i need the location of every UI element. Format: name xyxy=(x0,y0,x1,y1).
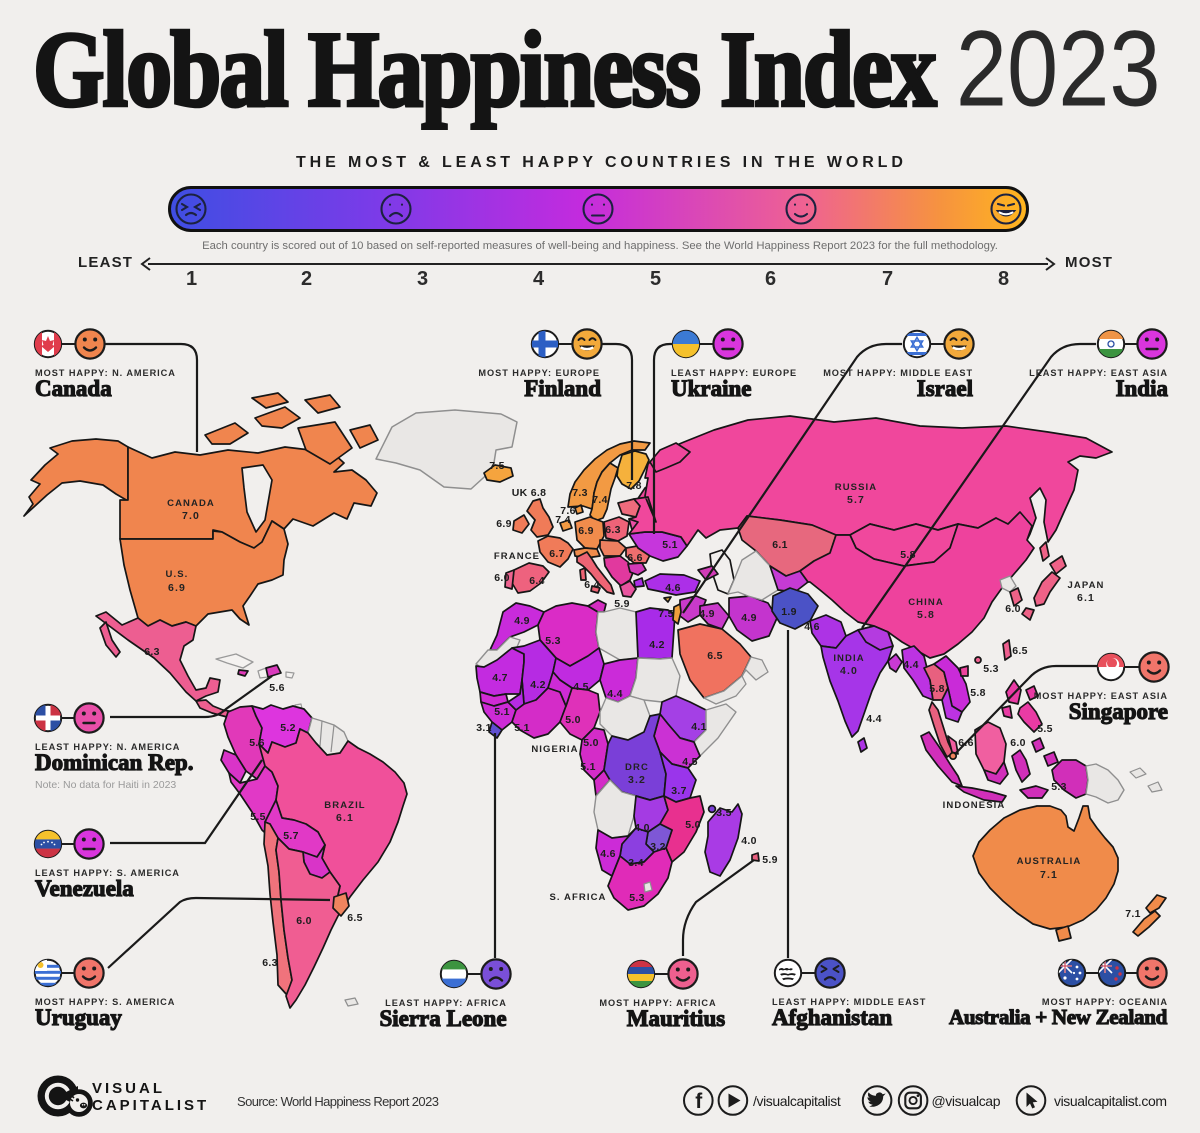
svg-text:6.1: 6.1 xyxy=(772,539,788,551)
svg-text:6.6: 6.6 xyxy=(958,737,974,749)
svg-text:4.9: 4.9 xyxy=(699,608,715,620)
svg-text:5.6: 5.6 xyxy=(269,682,285,694)
svg-text:3.2: 3.2 xyxy=(628,774,646,786)
svg-text:6.4: 6.4 xyxy=(529,575,545,587)
svg-text:5.7: 5.7 xyxy=(847,494,865,506)
svg-text:3.4: 3.4 xyxy=(628,857,644,869)
svg-text:5.5: 5.5 xyxy=(1037,723,1053,735)
svg-text:4.4: 4.4 xyxy=(866,713,882,725)
svg-text:FRANCE: FRANCE xyxy=(494,551,540,562)
svg-text:@visualcap: @visualcap xyxy=(932,1093,1001,1109)
svg-text:5.0: 5.0 xyxy=(583,737,599,749)
svg-text:6.5: 6.5 xyxy=(347,912,363,924)
svg-text:5.9: 5.9 xyxy=(762,854,778,866)
svg-text:4.4: 4.4 xyxy=(607,688,623,700)
svg-text:7.8: 7.8 xyxy=(626,480,642,492)
svg-text:UK 6.8: UK 6.8 xyxy=(512,487,546,499)
svg-text:6.9: 6.9 xyxy=(168,582,186,594)
svg-text:JAPAN: JAPAN xyxy=(1068,580,1105,591)
svg-text:5.1: 5.1 xyxy=(494,706,510,718)
svg-text:4.0: 4.0 xyxy=(741,835,757,847)
svg-text:5.8: 5.8 xyxy=(900,549,916,561)
svg-text:5.1: 5.1 xyxy=(514,722,530,734)
svg-text:6.5: 6.5 xyxy=(1012,645,1028,657)
svg-text:7.4: 7.4 xyxy=(555,514,571,526)
svg-text:5.3: 5.3 xyxy=(545,635,561,647)
svg-text:4.9: 4.9 xyxy=(741,612,757,624)
svg-text:/visualcapitalist: /visualcapitalist xyxy=(753,1093,841,1109)
svg-text:3.1: 3.1 xyxy=(476,722,492,734)
svg-text:INDIA: INDIA xyxy=(833,653,864,664)
svg-text:AUSTRALIA: AUSTRALIA xyxy=(1017,856,1082,867)
svg-text:5.3: 5.3 xyxy=(983,663,999,675)
svg-text:6.9: 6.9 xyxy=(578,525,594,537)
svg-text:5.3: 5.3 xyxy=(1051,781,1067,793)
svg-text:4.1: 4.1 xyxy=(691,721,707,733)
svg-text:7.3: 7.3 xyxy=(572,487,588,499)
svg-text:6.6: 6.6 xyxy=(627,552,643,564)
svg-text:5.9: 5.9 xyxy=(614,598,630,610)
svg-text:5.2: 5.2 xyxy=(280,722,296,734)
svg-text:4.9: 4.9 xyxy=(514,615,530,627)
svg-text:6.0: 6.0 xyxy=(1005,603,1021,615)
svg-text:6.1: 6.1 xyxy=(336,812,354,824)
svg-text:S. AFRICA: S. AFRICA xyxy=(549,892,606,903)
svg-text:RUSSIA: RUSSIA xyxy=(835,482,878,493)
svg-text:INDONESIA: INDONESIA xyxy=(943,800,1006,811)
svg-text:3.2: 3.2 xyxy=(650,841,666,853)
svg-text:6.3: 6.3 xyxy=(144,646,160,658)
svg-text:4.2: 4.2 xyxy=(530,679,546,691)
svg-text:U.S.: U.S. xyxy=(166,569,189,580)
svg-text:BRAZIL: BRAZIL xyxy=(324,800,365,811)
svg-text:6.0: 6.0 xyxy=(296,915,312,927)
svg-text:5.1: 5.1 xyxy=(580,761,596,773)
svg-text:f: f xyxy=(695,1090,703,1113)
svg-text:5.1: 5.1 xyxy=(662,539,678,551)
svg-text:6.0: 6.0 xyxy=(494,572,510,584)
svg-text:NIGERIA: NIGERIA xyxy=(531,744,578,755)
svg-text:4.5: 4.5 xyxy=(682,756,698,768)
svg-text:7.6: 7.6 xyxy=(560,505,576,517)
svg-text:CHINA: CHINA xyxy=(908,597,944,608)
svg-text:4.0: 4.0 xyxy=(840,665,858,677)
svg-text:5.0: 5.0 xyxy=(685,819,701,831)
svg-text:6.1: 6.1 xyxy=(1077,592,1095,604)
svg-text:4.6: 4.6 xyxy=(600,848,616,860)
svg-text:6.9: 6.9 xyxy=(496,518,512,530)
svg-text:7.5: 7.5 xyxy=(489,460,505,472)
svg-text:3.5: 3.5 xyxy=(716,807,732,819)
svg-text:5.0: 5.0 xyxy=(565,714,581,726)
svg-text:5.7: 5.7 xyxy=(283,830,299,842)
svg-text:4.2: 4.2 xyxy=(649,639,665,651)
svg-text:5.3: 5.3 xyxy=(629,892,645,904)
svg-text:4.0: 4.0 xyxy=(634,822,650,834)
svg-text:4.5: 4.5 xyxy=(573,681,589,693)
svg-text:CANADA: CANADA xyxy=(167,498,215,509)
svg-text:5.8: 5.8 xyxy=(929,683,945,695)
svg-text:6.3: 6.3 xyxy=(605,524,621,536)
svg-text:6.0: 6.0 xyxy=(1010,737,1026,749)
svg-text:7.5: 7.5 xyxy=(658,608,674,620)
svg-text:4.7: 4.7 xyxy=(492,672,508,684)
svg-text:7.1: 7.1 xyxy=(1040,869,1058,881)
svg-text:5.6: 5.6 xyxy=(249,737,265,749)
svg-text:7.1: 7.1 xyxy=(1125,908,1141,920)
svg-text:6.3: 6.3 xyxy=(262,957,278,969)
svg-text:1.9: 1.9 xyxy=(781,606,797,618)
svg-text:DRC: DRC xyxy=(625,762,649,773)
svg-text:6.5: 6.5 xyxy=(707,650,723,662)
svg-text:4.6: 4.6 xyxy=(665,582,681,594)
svg-text:4.4: 4.4 xyxy=(903,659,919,671)
svg-text:6.7: 6.7 xyxy=(549,548,565,560)
svg-text:5.8: 5.8 xyxy=(970,687,986,699)
svg-text:visualcapitalist.com: visualcapitalist.com xyxy=(1054,1093,1167,1109)
svg-text:7.0: 7.0 xyxy=(182,510,200,522)
svg-text:3.7: 3.7 xyxy=(671,785,687,797)
svg-text:5.5: 5.5 xyxy=(250,811,266,823)
svg-text:6.4: 6.4 xyxy=(584,579,600,591)
svg-text:5.8: 5.8 xyxy=(917,609,935,621)
svg-text:4.6: 4.6 xyxy=(804,621,820,633)
svg-text:7.4: 7.4 xyxy=(592,494,608,506)
